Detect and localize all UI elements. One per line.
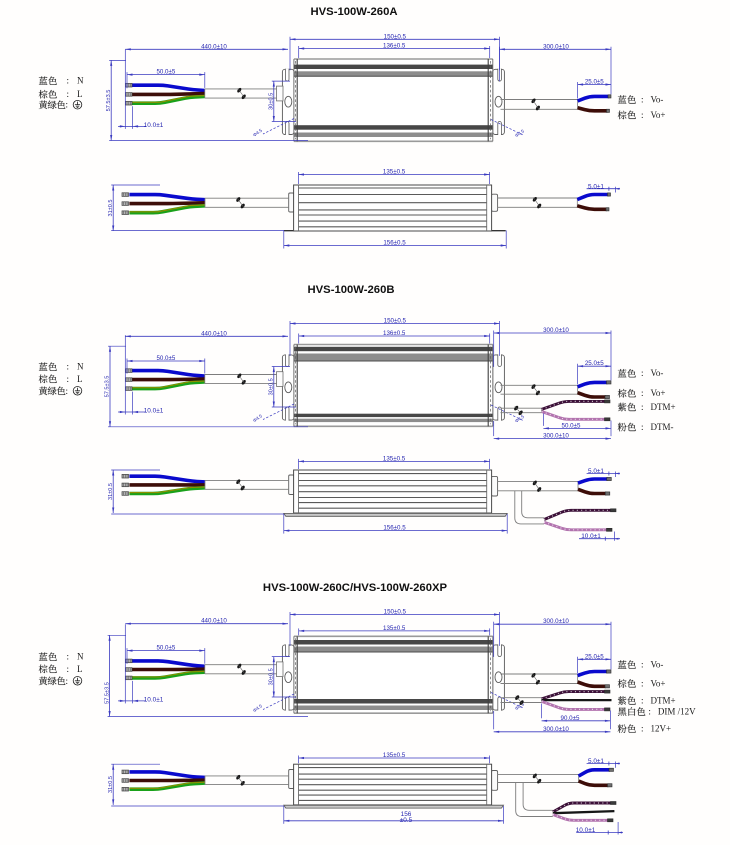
svg-text:10.0±1: 10.0±1 xyxy=(576,827,596,834)
svg-text::: : xyxy=(641,95,644,105)
svg-text:57.5±3.5: 57.5±3.5 xyxy=(104,682,110,704)
svg-text:30±0.5: 30±0.5 xyxy=(269,668,275,685)
svg-text:136±0.5: 136±0.5 xyxy=(383,330,406,337)
svg-text:31±0.5: 31±0.5 xyxy=(108,776,114,793)
svg-text:10.0±1: 10.0±1 xyxy=(144,407,164,414)
svg-text::: : xyxy=(67,76,70,86)
svg-text::: : xyxy=(66,386,69,396)
svg-text::: : xyxy=(66,100,69,110)
svg-text::: : xyxy=(641,695,644,705)
svg-text:Vo-: Vo- xyxy=(651,95,664,105)
svg-text::: : xyxy=(641,724,644,734)
svg-text:L: L xyxy=(77,374,83,384)
svg-text:31±0.5: 31±0.5 xyxy=(108,483,114,500)
svg-text:30±0.5: 30±0.5 xyxy=(269,93,275,110)
svg-text:150±0.5: 150±0.5 xyxy=(384,318,407,325)
svg-text:135±0.5: 135±0.5 xyxy=(383,455,406,462)
svg-text:5.0±1: 5.0±1 xyxy=(588,183,604,190)
svg-text:25.0±5: 25.0±5 xyxy=(585,360,604,367)
svg-text::: : xyxy=(641,402,644,412)
svg-text:Φ4.5: Φ4.5 xyxy=(252,703,263,713)
svg-text::: : xyxy=(641,110,644,120)
svg-text:Φ4.5: Φ4.5 xyxy=(514,414,525,424)
svg-text:300.0±10: 300.0±10 xyxy=(543,327,569,334)
svg-text:L: L xyxy=(77,664,83,674)
svg-text:25.0±5: 25.0±5 xyxy=(585,79,604,86)
svg-text:HVS-100W-260B: HVS-100W-260B xyxy=(307,284,394,296)
svg-text:50.0±5: 50.0±5 xyxy=(156,355,175,362)
svg-text:50.0±5: 50.0±5 xyxy=(156,69,175,76)
svg-text:10.0±1: 10.0±1 xyxy=(581,533,601,540)
svg-text:90.0±5: 90.0±5 xyxy=(561,715,580,722)
svg-text:440.0±10: 440.0±10 xyxy=(201,43,227,50)
svg-text::: : xyxy=(648,706,651,716)
svg-text::: : xyxy=(67,652,70,662)
svg-text:30±0.5: 30±0.5 xyxy=(268,378,274,395)
svg-text:300.0±10: 300.0±10 xyxy=(543,726,569,733)
svg-text::: : xyxy=(67,374,70,384)
svg-text:12V+: 12V+ xyxy=(651,724,672,734)
svg-text::: : xyxy=(67,362,70,372)
svg-text::: : xyxy=(641,678,644,688)
svg-text:Vo+: Vo+ xyxy=(651,388,666,398)
svg-text:31±0.5: 31±0.5 xyxy=(108,199,114,216)
svg-text:Vo-: Vo- xyxy=(651,660,664,670)
svg-text:156±0.5: 156±0.5 xyxy=(383,525,406,532)
svg-text:N: N xyxy=(77,652,84,662)
svg-text:50.0±5: 50.0±5 xyxy=(562,422,581,429)
svg-text::: : xyxy=(641,388,644,398)
svg-text:DTM-: DTM- xyxy=(651,422,674,432)
svg-text:HVS-100W-260C/HVS-100W-260XP: HVS-100W-260C/HVS-100W-260XP xyxy=(263,582,448,594)
svg-text:Vo+: Vo+ xyxy=(651,110,666,120)
svg-text:150±0.5: 150±0.5 xyxy=(384,609,407,616)
svg-text:±0.5: ±0.5 xyxy=(400,817,413,824)
svg-text:5.0±1: 5.0±1 xyxy=(588,468,604,475)
svg-text:57.5±3.5: 57.5±3.5 xyxy=(106,90,112,112)
svg-text:300.0±10: 300.0±10 xyxy=(543,433,569,440)
svg-text:DTM+: DTM+ xyxy=(651,695,676,705)
svg-text:N: N xyxy=(77,76,84,86)
svg-text:135±0.5: 135±0.5 xyxy=(383,752,406,759)
svg-text:300.0±10: 300.0±10 xyxy=(543,43,569,50)
svg-text:25.0±5: 25.0±5 xyxy=(585,653,604,660)
svg-text:Vo-: Vo- xyxy=(651,368,664,378)
svg-text:135±0.5: 135±0.5 xyxy=(383,625,406,632)
svg-text:156: 156 xyxy=(401,811,412,818)
svg-text::: : xyxy=(641,660,644,670)
svg-text:L: L xyxy=(77,89,83,99)
svg-text:Vo+: Vo+ xyxy=(651,678,666,688)
svg-text:440.0±10: 440.0±10 xyxy=(201,618,227,625)
svg-text::: : xyxy=(641,422,644,432)
svg-text:50.0±5: 50.0±5 xyxy=(156,645,175,652)
svg-text:10.0±1: 10.0±1 xyxy=(144,696,164,703)
svg-text:Φ4.5: Φ4.5 xyxy=(514,128,525,138)
svg-text:10.0±1: 10.0±1 xyxy=(144,122,164,129)
svg-text::: : xyxy=(641,368,644,378)
svg-text:N: N xyxy=(77,362,84,372)
svg-text:135±0.5: 135±0.5 xyxy=(383,169,406,176)
svg-text:136±0.5: 136±0.5 xyxy=(383,43,406,50)
svg-text:Φ4.5: Φ4.5 xyxy=(252,413,263,423)
svg-text::: : xyxy=(67,89,70,99)
svg-text:57.5±3.5: 57.5±3.5 xyxy=(105,376,111,398)
svg-text::: : xyxy=(66,676,69,686)
svg-text:DIM /12V: DIM /12V xyxy=(658,706,696,716)
svg-text:156±0.5: 156±0.5 xyxy=(383,240,406,247)
svg-text:150±0.5: 150±0.5 xyxy=(384,33,407,40)
svg-text:300.0±10: 300.0±10 xyxy=(543,618,569,625)
svg-text:HVS-100W-260A: HVS-100W-260A xyxy=(310,6,397,18)
svg-text:5.0±1: 5.0±1 xyxy=(588,758,604,765)
svg-text:Φ4.5: Φ4.5 xyxy=(252,128,263,138)
svg-text:440.0±10: 440.0±10 xyxy=(201,330,227,337)
svg-text:Φ4.5: Φ4.5 xyxy=(514,701,525,711)
svg-text:DTM+: DTM+ xyxy=(651,402,676,412)
svg-text::: : xyxy=(67,664,70,674)
